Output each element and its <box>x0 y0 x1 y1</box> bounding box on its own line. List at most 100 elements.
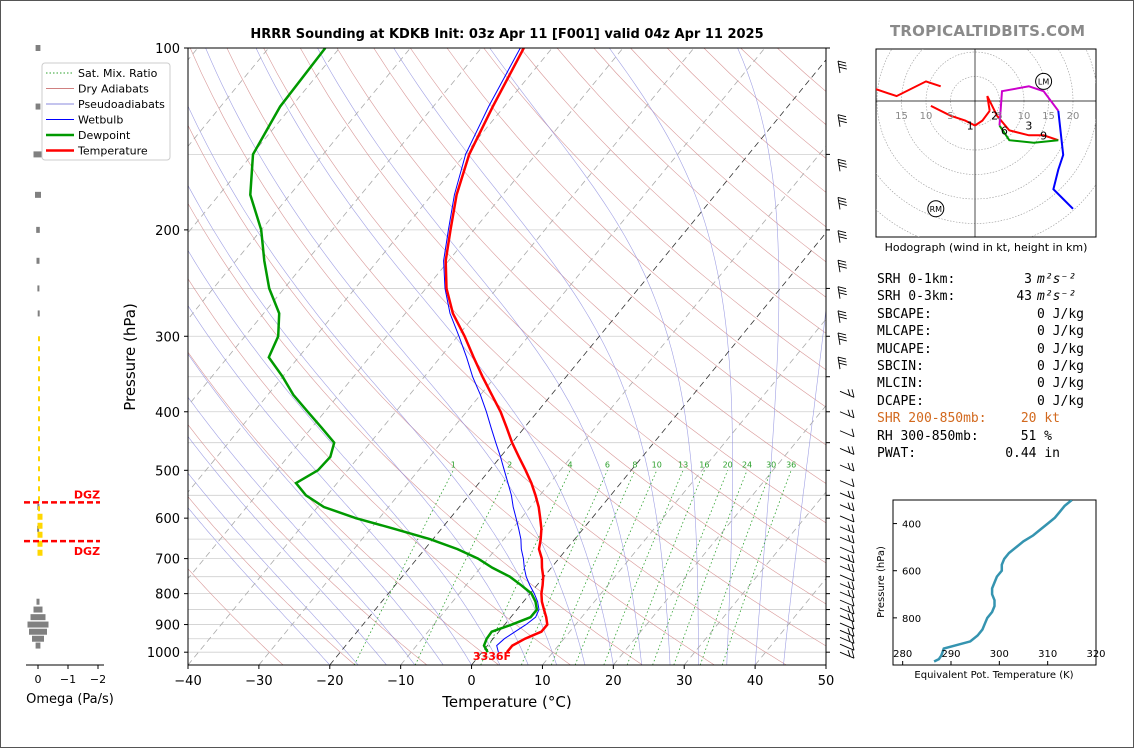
wind-barb <box>839 589 855 599</box>
wind-barb-flag <box>838 362 847 366</box>
legend-label: Pseudoadiabats <box>78 98 165 111</box>
wind-barb-flag <box>837 230 847 234</box>
wind-barb-staff <box>839 651 855 659</box>
omega-bar <box>27 621 49 628</box>
wind-barb-flag <box>851 428 855 437</box>
omega-bar <box>35 191 41 198</box>
dry-adiabat-line <box>188 202 643 665</box>
dry-adiabat-line <box>263 48 826 605</box>
wind-barb-flag <box>837 259 847 263</box>
y-tick-label: 300 <box>155 330 180 345</box>
wind-barb <box>839 572 855 582</box>
stat-label: SBCIN: <box>877 358 924 374</box>
hodograph-height-label: 1 <box>967 120 974 133</box>
theta-e-plot <box>933 500 1073 663</box>
x-tick-label: 20 <box>605 674 622 689</box>
wind-barb <box>839 581 855 591</box>
wind-barb-flag <box>851 478 855 487</box>
hodograph-height-label: 9 <box>1040 129 1047 142</box>
omega-bar <box>32 635 44 642</box>
pseudoadiabat-line <box>188 436 387 665</box>
wind-barb-flag <box>851 642 855 651</box>
dry-adiabat-line <box>188 124 715 665</box>
wind-barb-flag <box>837 114 847 118</box>
hodograph-ring-label: 5 <box>996 111 1002 122</box>
wind-barb-flag <box>851 613 855 622</box>
isotherm-line <box>329 59 826 665</box>
pseudoadiabat-line <box>609 48 733 665</box>
stat-label: SHR 200-850mb: <box>877 411 987 427</box>
wind-barb-flag <box>851 620 855 630</box>
wind-barb-flag <box>847 635 851 642</box>
left-mover-marker <box>1035 72 1053 90</box>
omega-bar <box>30 614 46 621</box>
dry-adiabat-line <box>226 48 826 647</box>
hodograph-ring-label: 20 <box>1067 111 1080 122</box>
omega-x-tick-label: −1 <box>60 673 76 686</box>
theta-e-y-tick-label: 400 <box>902 520 921 531</box>
wind-barb <box>839 513 855 523</box>
omega-bar <box>33 151 43 158</box>
stat-value: 3 <box>1024 272 1032 287</box>
wind-barb-flag <box>838 316 847 320</box>
wind-barb <box>839 490 855 500</box>
isotherm-line <box>542 318 826 665</box>
mixing-ratio-label: 8 <box>632 460 637 469</box>
wind-barb-staff <box>839 583 855 591</box>
isotherm-line <box>613 405 826 665</box>
dry-adiabat-line <box>189 48 787 665</box>
wind-barb <box>839 478 855 488</box>
wind-barb-flag <box>837 158 847 162</box>
hodograph-ring-label: 10 <box>1018 111 1031 122</box>
wind-barb-flag <box>838 199 847 203</box>
wind-barb-flag <box>838 66 847 70</box>
wind-barb-flag <box>837 60 847 64</box>
dry-adiabat-line <box>188 496 356 665</box>
wind-barb-staff <box>839 556 855 564</box>
wind-barb <box>839 605 855 615</box>
y-tick-label: 400 <box>155 406 180 421</box>
left-mover-label: LM <box>1038 77 1049 86</box>
wind-barb-staff <box>839 430 855 438</box>
wind-barb-flag <box>851 490 855 500</box>
x-tick-label: −40 <box>174 674 201 689</box>
stat-value: 0 J/kg <box>1037 393 1084 409</box>
wind-barb-flag <box>837 196 847 200</box>
y-tick-label: 1000 <box>147 646 180 661</box>
hodograph-height-label: 3 <box>1025 120 1032 133</box>
surface-temp-label: 3336F <box>473 650 511 663</box>
hodograph-trace <box>930 105 991 127</box>
wind-barb-flag <box>847 446 851 453</box>
x-tick-label: −20 <box>316 674 343 689</box>
dgz-label: DGZ <box>74 545 100 558</box>
hodograph-ring-label: 15 <box>895 111 908 122</box>
wind-barb-staff <box>839 390 855 398</box>
dry-adiabat-line <box>373 48 826 484</box>
mixing-ratio-line <box>603 470 684 665</box>
omega-bar <box>36 598 40 605</box>
stat-unit: m²s⁻² <box>1037 272 1077 287</box>
isotherm-line <box>471 232 826 665</box>
wind-barb <box>839 534 855 544</box>
wind-barb-flag <box>847 605 851 613</box>
theta-e-line <box>933 500 1073 663</box>
wind-barb-staff <box>839 526 855 534</box>
isotherm-line <box>188 48 411 320</box>
wind-barb-staff <box>839 546 855 554</box>
stat-unit: m²s⁻² <box>1037 289 1077 305</box>
mixing-ratio-line <box>521 470 608 665</box>
stat-label: SRH 0-3km: <box>877 289 956 305</box>
right-mover-label: RM <box>930 205 943 214</box>
hodograph-height-label: 6 <box>1001 124 1008 137</box>
stat-label: DCAPE: <box>877 393 924 409</box>
chart-title: HRRR Sounding at KDKB Init: 03z Apr 11 [… <box>250 27 764 42</box>
y-tick-label: 500 <box>155 464 180 479</box>
wind-barb <box>839 642 855 651</box>
wind-barb-flag <box>838 265 847 269</box>
mixing-ratio-label: 1 <box>451 460 456 469</box>
theta-e-x-tick-label: 300 <box>990 649 1009 660</box>
hodograph-trace <box>1052 110 1074 210</box>
pseudoadiabat-line <box>188 184 529 665</box>
mixing-ratio-label: 24 <box>742 460 752 469</box>
